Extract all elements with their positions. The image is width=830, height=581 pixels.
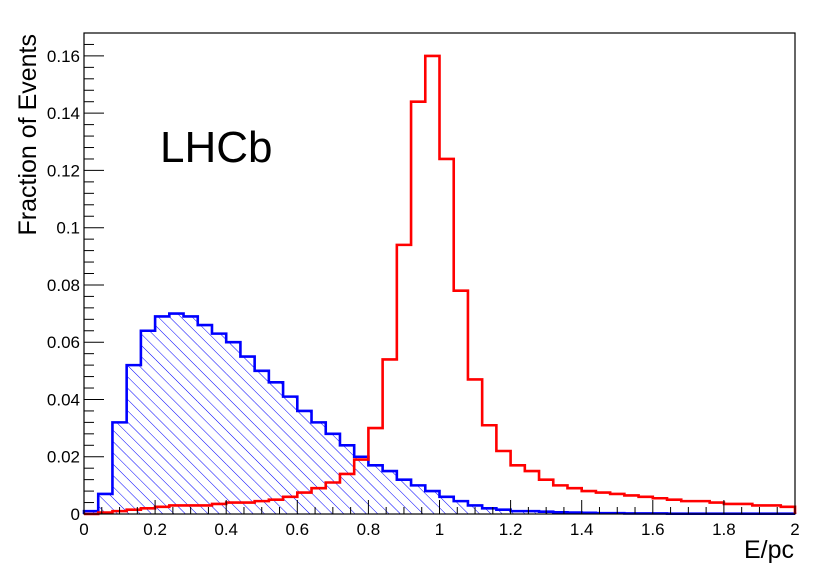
- y-tick-label: 0.14: [47, 104, 80, 123]
- series-0-bin-19: [354, 456, 369, 514]
- x-tick-label: 0.8: [357, 520, 381, 539]
- series-0-bin-24: [425, 491, 440, 514]
- series-0-bin-6: [169, 313, 184, 514]
- series-1-outline: [84, 54, 797, 516]
- series-0-bin-0: [84, 511, 99, 514]
- series-0-bin-2: [112, 422, 127, 514]
- x-tick-label: 1.2: [499, 520, 523, 539]
- series-0-bin-17: [325, 433, 340, 514]
- y-axis-label: Fraction of Events: [14, 34, 42, 235]
- series-0-bin-16: [311, 422, 326, 514]
- series-0-bin-14: [283, 396, 298, 514]
- series-0-bin-12: [254, 370, 269, 514]
- series-0-outline: [82, 312, 797, 516]
- series-0-bin-21: [382, 471, 397, 514]
- x-tick-label: 0: [79, 520, 88, 539]
- series-0-bin-26: [453, 501, 468, 514]
- x-tick-label: 1.6: [641, 520, 665, 539]
- lhcb-annotation: LHCb: [160, 123, 273, 172]
- series-0-bin-31: [524, 511, 540, 514]
- series-0: [82, 312, 797, 516]
- series-0-bin-4: [140, 330, 156, 514]
- series-0-bin-10: [226, 342, 241, 514]
- y-tick-label: 0.12: [47, 161, 80, 180]
- series-0-bin-22: [396, 479, 412, 514]
- axis-ticks: 0 0.2 0.4 0.6 0.8 1 1.2 1.4 1.6 1.8 2 0 0.02 0.04 0.06…: [47, 32, 800, 539]
- x-tick-label: 0.4: [214, 520, 238, 539]
- x-tick-label: 1.4: [570, 520, 594, 539]
- series-0-bin-18: [339, 445, 355, 514]
- series-0-bin-23: [411, 485, 426, 514]
- series-0-bin-29: [496, 509, 511, 514]
- y-tick-label: 0.1: [56, 219, 80, 238]
- series-0-bin-7: [183, 316, 198, 514]
- y-tick-label: 0.04: [47, 390, 80, 409]
- series-0-bin-28: [482, 508, 497, 514]
- y-tick-label: 0.08: [47, 276, 80, 295]
- x-tick-label: 2: [790, 520, 799, 539]
- y-tick-label: 0: [71, 505, 80, 524]
- x-tick-label: 0.2: [143, 520, 167, 539]
- series-0-bin-3: [126, 365, 141, 514]
- series-0-bin-15: [297, 410, 312, 514]
- series-0-bin-11: [240, 356, 255, 514]
- series-0-bin-25: [439, 496, 454, 514]
- series-0-bin-13: [268, 382, 284, 514]
- y-tick-label: 0.16: [47, 47, 80, 66]
- series-1: [84, 54, 797, 516]
- x-axis-label: E/pc: [744, 536, 794, 564]
- x-tick-label: 1.8: [712, 520, 736, 539]
- series-0-bin-5: [155, 316, 170, 514]
- y-tick-label: 0.02: [47, 448, 80, 467]
- x-tick-label: 0.6: [285, 520, 309, 539]
- series-0-bin-1: [98, 493, 113, 514]
- histogram-layer: [82, 54, 797, 516]
- x-tick-label: 1: [435, 520, 444, 539]
- series-0-bin-8: [197, 325, 212, 514]
- y-tick-label: 0.06: [47, 333, 80, 352]
- series-0-bin-9: [211, 333, 227, 514]
- series-0-bin-30: [510, 511, 525, 514]
- series-0-bin-20: [368, 465, 383, 514]
